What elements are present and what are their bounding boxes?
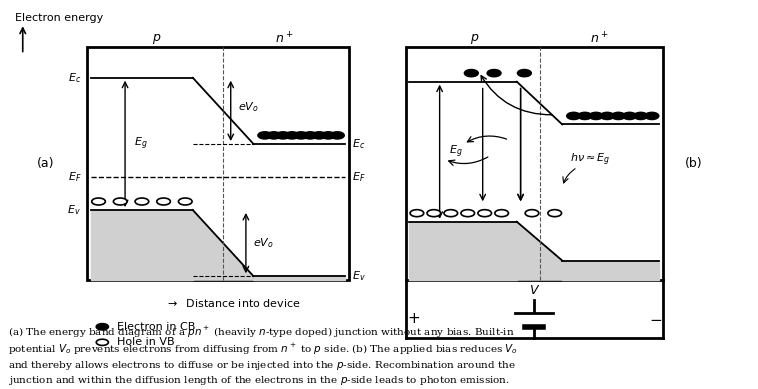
- Circle shape: [518, 70, 531, 77]
- Polygon shape: [91, 210, 193, 280]
- Text: $E_v$: $E_v$: [352, 269, 366, 283]
- Text: $E_c$: $E_c$: [352, 137, 365, 151]
- Text: $eV_o$: $eV_o$: [238, 100, 259, 114]
- Circle shape: [465, 70, 478, 77]
- Text: $n^+$: $n^+$: [274, 31, 293, 47]
- Polygon shape: [253, 276, 345, 280]
- Polygon shape: [193, 210, 253, 280]
- Circle shape: [330, 132, 344, 139]
- Circle shape: [461, 210, 475, 217]
- Circle shape: [548, 210, 562, 217]
- Circle shape: [114, 198, 127, 205]
- Text: $p$: $p$: [470, 32, 479, 46]
- Circle shape: [96, 339, 108, 345]
- Polygon shape: [562, 261, 659, 280]
- Circle shape: [623, 112, 637, 119]
- Text: $E_c$: $E_c$: [68, 71, 81, 85]
- Bar: [87, 47, 349, 280]
- Text: $E_g$: $E_g$: [449, 144, 462, 160]
- Text: $E_F$: $E_F$: [67, 170, 81, 184]
- Circle shape: [444, 210, 458, 217]
- Circle shape: [645, 112, 659, 119]
- Circle shape: [495, 210, 509, 217]
- Text: $V$: $V$: [529, 284, 540, 297]
- Circle shape: [478, 210, 491, 217]
- Circle shape: [525, 210, 539, 217]
- Circle shape: [612, 112, 625, 119]
- Polygon shape: [517, 222, 562, 280]
- Text: Electron in CB: Electron in CB: [117, 322, 196, 332]
- Text: $h\nu \approx E_g$: $h\nu \approx E_g$: [570, 151, 610, 168]
- Circle shape: [258, 132, 271, 139]
- Circle shape: [178, 198, 192, 205]
- Text: $E_v$: $E_v$: [67, 203, 81, 217]
- Circle shape: [157, 198, 171, 205]
- Text: Hole in VB: Hole in VB: [117, 337, 175, 347]
- Text: Electron energy: Electron energy: [15, 13, 103, 23]
- Text: (a): (a): [36, 157, 55, 170]
- Text: (b): (b): [684, 157, 703, 170]
- Circle shape: [589, 112, 603, 119]
- Circle shape: [410, 210, 424, 217]
- Circle shape: [96, 324, 108, 330]
- Text: $p$: $p$: [152, 32, 161, 46]
- Circle shape: [92, 198, 105, 205]
- Circle shape: [294, 132, 308, 139]
- Circle shape: [135, 198, 149, 205]
- Text: $E_g$: $E_g$: [134, 136, 148, 152]
- Circle shape: [312, 132, 326, 139]
- Circle shape: [600, 112, 614, 119]
- Circle shape: [487, 70, 501, 77]
- Circle shape: [567, 112, 581, 119]
- Circle shape: [634, 112, 647, 119]
- Circle shape: [285, 132, 299, 139]
- Polygon shape: [409, 222, 517, 280]
- Text: $eV_o$: $eV_o$: [253, 236, 274, 250]
- Text: $n^+$: $n^+$: [590, 31, 609, 47]
- Circle shape: [276, 132, 290, 139]
- Text: $\rightarrow$  Distance into device: $\rightarrow$ Distance into device: [165, 298, 301, 309]
- Circle shape: [427, 210, 440, 217]
- Circle shape: [578, 112, 592, 119]
- Text: $E_F$: $E_F$: [352, 170, 366, 184]
- Circle shape: [321, 132, 335, 139]
- Text: $+$: $+$: [406, 312, 420, 326]
- Circle shape: [267, 132, 280, 139]
- Text: $-$: $-$: [649, 312, 662, 326]
- Text: (a) The energy band diagram of a $pn^+$ (heavily $n$-type doped) junction withou: (a) The energy band diagram of a $pn^+$ …: [8, 325, 518, 387]
- Bar: [406, 47, 663, 280]
- Circle shape: [303, 132, 317, 139]
